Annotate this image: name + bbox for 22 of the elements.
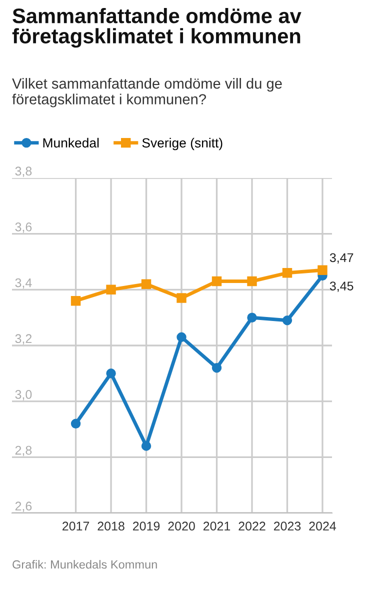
y-tick-label: 3,0 [15, 390, 32, 400]
data-label: 3,47 [330, 253, 354, 264]
legend-label: Sverige (snitt) [142, 138, 222, 150]
x-tick-label: 2021 [203, 522, 230, 531]
chart-title: Sammanfattande omdöme av företagsklimatet i kommunen [12, 8, 302, 48]
y-tick-label: 3,2 [15, 334, 32, 345]
x-tick-label: 2024 [309, 522, 336, 531]
y-tick-label: 3,8 [15, 166, 32, 178]
x-tick-label: 2022 [238, 522, 266, 531]
x-tick-label: 2019 [133, 522, 160, 531]
legend-label: Munkedal [43, 138, 99, 148]
y-tick-label: 2,6 [15, 502, 32, 512]
x-tick-label: 2017 [62, 522, 90, 531]
data-label: 3,45 [330, 282, 354, 292]
x-tick-label: 2023 [274, 522, 301, 531]
y-tick-label: 3,6 [15, 222, 32, 233]
y-tick-label: 2,8 [15, 446, 32, 456]
chart-subtitle: Vilket sammanfattande omdöme vill du ge företagsklimatet i kommunen? [12, 78, 282, 108]
y-tick-label: 3,4 [15, 278, 32, 289]
text: Grafik: Munkedals Kommun [12, 560, 157, 569]
x-tick-label: 2018 [98, 522, 124, 531]
x-tick-label: 2020 [168, 522, 195, 531]
